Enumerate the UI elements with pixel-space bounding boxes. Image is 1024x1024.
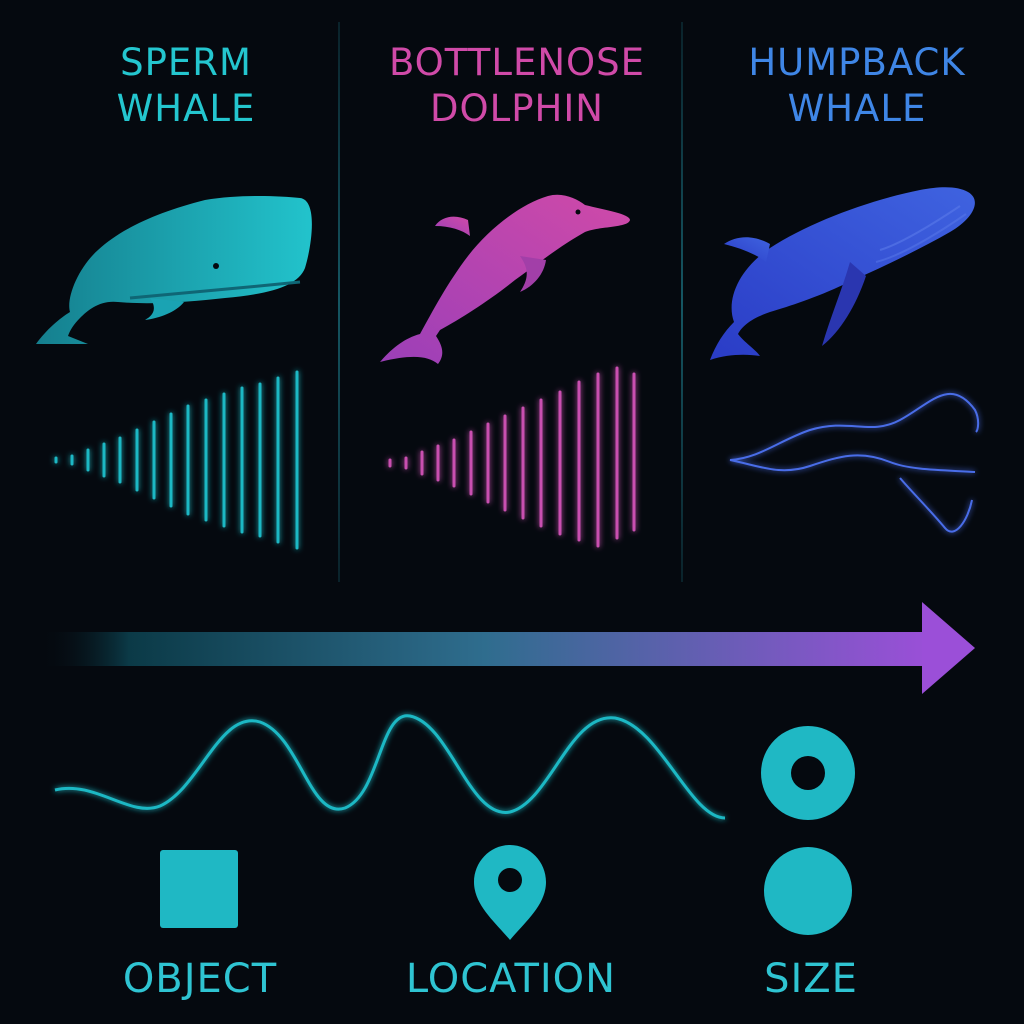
title-sperm-whale: SPERM WHALE	[26, 40, 346, 132]
sperm-whale-icon	[36, 196, 312, 344]
sperm-whale-click-signal	[54, 370, 299, 550]
legend-label-location: LOCATION	[405, 956, 617, 1002]
title-line-1: SPERM	[120, 41, 252, 84]
progression-arrow	[40, 602, 975, 694]
legend-label-object: OBJECT	[122, 956, 278, 1002]
sine-wave	[54, 714, 726, 820]
location-pin-icon	[474, 845, 546, 940]
title-line-2: WHALE	[116, 87, 256, 130]
ring-icon	[761, 726, 855, 820]
legend-label-size: SIZE	[764, 956, 858, 1002]
title-humpback-whale: HUMPBACK WHALE	[697, 40, 1017, 132]
dolphin-icon	[380, 194, 630, 364]
dolphin-click-signal	[388, 366, 636, 548]
title-bottlenose-dolphin: BOTTLENOSE DOLPHIN	[357, 40, 677, 132]
title-line-1: BOTTLENOSE	[388, 41, 646, 84]
title-line-2: DOLPHIN	[430, 87, 604, 130]
column-divider-left	[338, 22, 340, 582]
column-divider-right	[681, 22, 683, 582]
title-line-1: HUMPBACK	[748, 41, 966, 84]
title-line-2: WHALE	[787, 87, 927, 130]
humpback-song-signal	[729, 392, 980, 533]
square-icon	[160, 850, 238, 928]
circle-icon	[764, 847, 852, 935]
humpback-whale-icon	[710, 187, 975, 360]
